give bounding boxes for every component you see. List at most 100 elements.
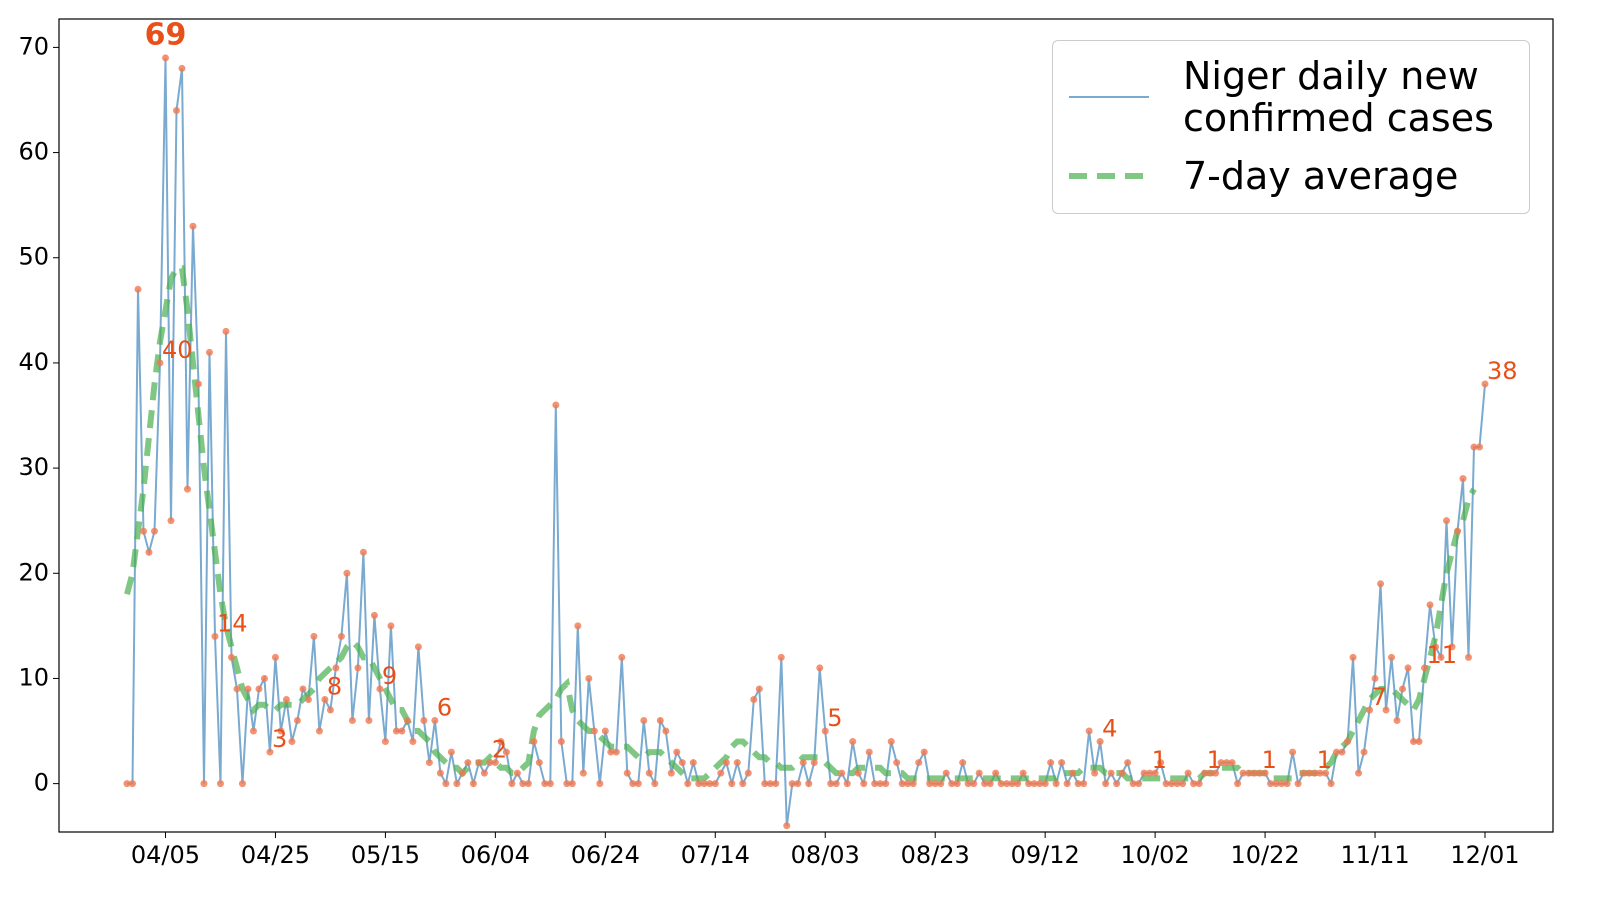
data-point [1245,769,1253,777]
data-point [1388,653,1396,661]
data-point [519,780,527,788]
data-point [233,685,241,693]
data-point [392,727,400,735]
data-point [706,780,714,788]
data-point [816,664,824,672]
data-point [1206,769,1214,777]
data-point [821,727,829,735]
data-point [887,738,895,746]
data-point [304,695,312,703]
data-point [1008,780,1016,788]
data-point [618,653,626,661]
data-label: 6 [437,694,452,722]
data-point [1338,748,1346,756]
data-point [354,664,362,672]
data-point [359,548,367,556]
data-point [1058,759,1066,767]
data-point [1047,759,1055,767]
data-point [282,695,290,703]
data-point [1179,780,1187,788]
data-point [612,748,620,756]
data-point [365,717,373,725]
data-point [926,780,934,788]
data-point [1404,664,1412,672]
legend-label: Niger daily new confirmed cases [1183,54,1494,140]
data-point [1300,769,1308,777]
data-point [1129,780,1137,788]
data-point [244,685,252,693]
data-point [827,780,835,788]
data-point [953,780,961,788]
data-point [766,780,774,788]
data-point [260,674,268,682]
data-point [1443,517,1451,525]
data-point [535,759,543,767]
data-point [222,327,230,335]
data-label: 8 [327,672,342,700]
x-tick-label: 09/12 [1011,841,1080,869]
data-point [568,780,576,788]
data-point [733,759,741,767]
x-tick-label: 08/23 [901,841,970,869]
x-tick-label: 10/22 [1230,841,1299,869]
data-point [634,780,642,788]
data-point [1102,780,1110,788]
data-point [370,611,378,619]
data-point [695,780,703,788]
data-point [343,569,351,577]
data-point [574,622,582,630]
data-point [1465,653,1473,661]
data-point [1426,601,1434,609]
data-point [1415,738,1423,746]
data-point [1063,780,1071,788]
data-point [288,738,296,746]
data-point [1470,443,1478,451]
data-point [838,769,846,777]
data-point [667,769,675,777]
data-point [788,780,796,788]
data-point [1311,769,1319,777]
data-point [205,348,213,356]
data-point [744,769,752,777]
data-point [882,780,890,788]
data-point [1360,748,1368,756]
data-point [728,780,736,788]
data-point [1239,769,1247,777]
data-point [1146,769,1154,777]
data-point [684,780,692,788]
data-point [931,780,939,788]
data-point [992,769,1000,777]
data-point [1030,780,1038,788]
data-point [530,738,538,746]
data-point [700,780,708,788]
data-point [541,780,549,788]
data-point [381,738,389,746]
data-point [464,759,472,767]
data-point [1085,727,1093,735]
data-point [678,759,686,767]
data-point [436,769,444,777]
x-tick-label: 07/14 [681,841,750,869]
data-point [123,780,131,788]
data-point [513,769,521,777]
data-point [673,748,681,756]
data-point [145,548,153,556]
data-point [1322,769,1330,777]
data-point [1327,780,1335,788]
y-tick-label: 30 [18,453,49,481]
data-point [238,780,246,788]
data-label: 1 [1262,746,1277,774]
data-point [739,780,747,788]
data-point [893,759,901,767]
data-point [321,695,329,703]
data-point [315,727,323,735]
y-tick-label: 10 [18,663,49,691]
data-point [920,748,928,756]
data-point [832,780,840,788]
data-point [579,769,587,777]
data-point [1261,769,1269,777]
data-point [1003,780,1011,788]
data-point [964,780,972,788]
